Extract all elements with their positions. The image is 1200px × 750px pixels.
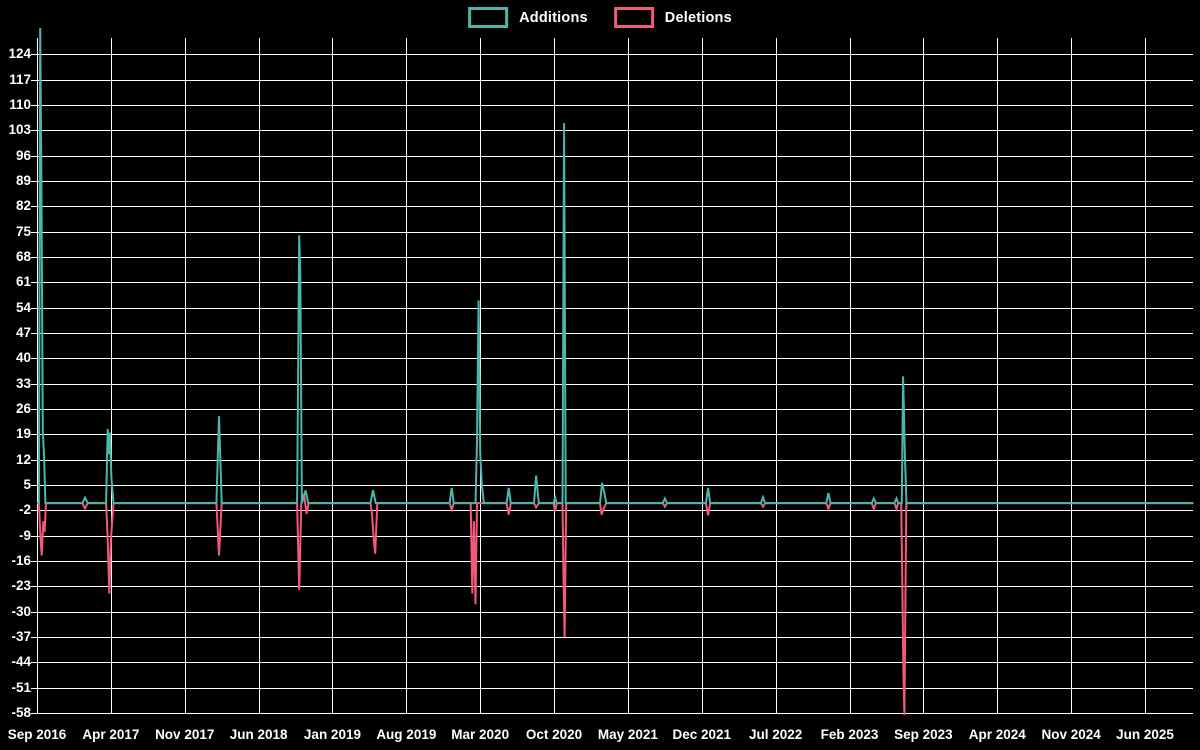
- y-tick-label: -16: [11, 552, 31, 568]
- x-tick-label: Jun 2025: [1116, 727, 1174, 742]
- legend-label: Deletions: [664, 9, 732, 26]
- x-tick-label: Mar 2020: [451, 727, 510, 742]
- y-tick-label: -30: [11, 603, 31, 619]
- x-tick-label: Jul 2022: [749, 727, 803, 742]
- legend-item-deletions: Deletions: [613, 7, 732, 28]
- y-tick-label: 103: [8, 122, 31, 138]
- y-tick-label: 47: [15, 324, 31, 340]
- y-tick-label: 117: [9, 71, 31, 87]
- y-tick-label: -9: [18, 527, 31, 543]
- y-tick-label: -44: [11, 654, 31, 670]
- x-tick-label: Oct 2020: [525, 727, 583, 742]
- x-tick-label: Apr 2017: [82, 727, 140, 742]
- y-tick-label: 12: [15, 451, 31, 467]
- y-tick-label: 19: [15, 426, 31, 442]
- y-tick-label: 82: [15, 198, 31, 214]
- y-tick-label: 26: [15, 400, 31, 416]
- deletions-line: [37, 493, 1194, 715]
- x-tick-label: Nov 2024: [1041, 727, 1101, 742]
- y-tick-label: 33: [15, 375, 31, 391]
- y-tick-label: 110: [9, 96, 31, 112]
- additions-swatch-icon: [468, 7, 509, 28]
- y-tick-label: 68: [15, 248, 31, 264]
- x-tick-label: Jun 2018: [229, 727, 288, 742]
- y-tick-label: 89: [15, 172, 31, 188]
- y-tick-label: 54: [15, 299, 31, 315]
- x-tick-label: Dec 2021: [672, 727, 732, 742]
- chart-legend: Additions Deletions: [468, 7, 732, 28]
- y-tick-label: -23: [11, 578, 31, 594]
- x-tick-label: Sep 2023: [894, 727, 953, 742]
- x-tick-label: Aug 2019: [376, 727, 437, 742]
- y-tick-label: -2: [18, 502, 31, 518]
- y-tick-label: -37: [11, 628, 31, 644]
- x-tick-label: Nov 2017: [155, 727, 215, 742]
- deletions-swatch-icon: [613, 7, 654, 28]
- legend-label: Additions: [519, 9, 588, 26]
- additions-line: [37, 28, 1194, 505]
- y-tick-label: 75: [15, 223, 31, 239]
- legend-item-additions: Additions: [468, 7, 588, 28]
- x-tick-label: May 2021: [597, 727, 658, 742]
- y-tick-label: -58: [11, 705, 31, 720]
- x-tick-label: Sep 2016: [7, 727, 67, 742]
- x-tick-label: Feb 2023: [820, 727, 879, 742]
- y-tick-label: 124: [8, 46, 31, 62]
- x-tick-label: Jan 2019: [303, 727, 361, 742]
- x-tick-label: Apr 2024: [968, 727, 1026, 742]
- y-tick-label: 96: [15, 147, 31, 163]
- y-tick-label: 5: [23, 476, 31, 492]
- y-tick-label: -51: [11, 679, 31, 695]
- y-tick-label: 61: [15, 274, 31, 290]
- y-tick-label: 40: [15, 350, 31, 366]
